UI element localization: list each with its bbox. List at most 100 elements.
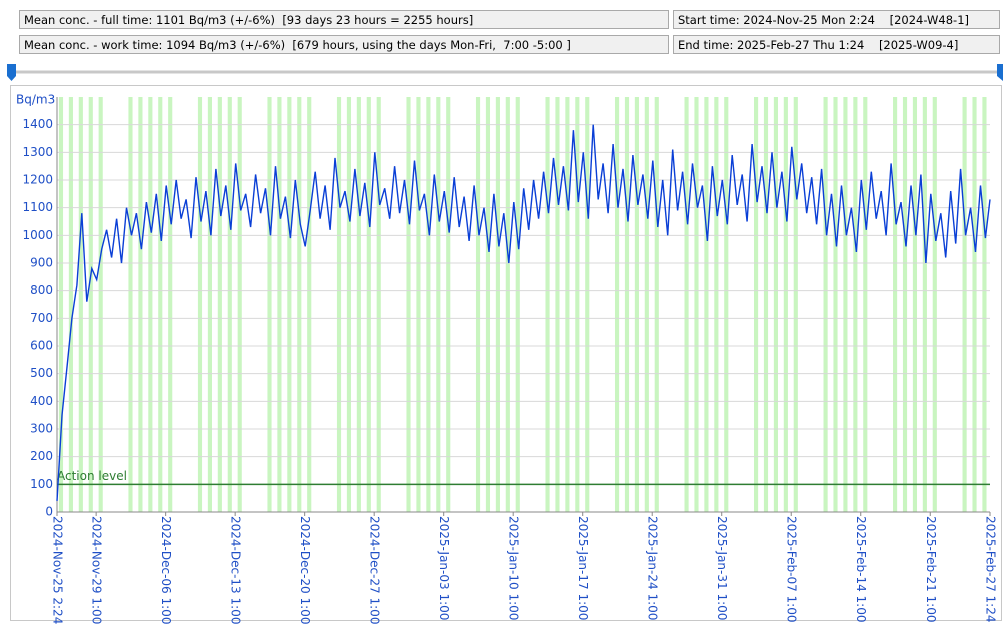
work-band: [704, 97, 709, 512]
x-tick-label: 2025-Jan-24 1:00: [646, 516, 660, 620]
work-band: [853, 97, 858, 512]
work-band: [893, 97, 898, 512]
work-band: [98, 97, 103, 512]
work-band: [138, 97, 143, 512]
work-band: [68, 97, 73, 512]
work-band: [58, 97, 64, 512]
work-band: [227, 97, 232, 512]
work-band: [78, 97, 83, 512]
y-tick-label: 300: [30, 422, 53, 436]
work-band: [446, 97, 451, 512]
y-tick-label: 1300: [22, 145, 53, 159]
work-band: [575, 97, 580, 512]
work-band: [426, 97, 431, 512]
y-tick-label: 900: [30, 256, 53, 270]
work-band: [88, 97, 93, 512]
y-tick-label: 1100: [22, 200, 53, 214]
work-band: [545, 97, 550, 512]
work-band: [773, 97, 778, 512]
work-band: [763, 97, 769, 512]
x-tick-label: 2024-Dec-06 1:00: [159, 516, 173, 624]
y-tick-label: 400: [30, 394, 53, 408]
work-band: [217, 97, 222, 512]
work-band: [932, 97, 937, 512]
x-tick-label: 2025-Feb-14 1:00: [854, 516, 868, 622]
work-band: [207, 97, 212, 512]
x-tick-label: 2025-Feb-07 1:00: [785, 516, 799, 622]
work-band: [644, 97, 649, 512]
work-band: [823, 97, 828, 512]
work-band: [346, 97, 352, 512]
work-band: [237, 97, 242, 512]
mean-work: Mean conc. - work time: 1094 Bq/m3 (+/-6…: [19, 35, 669, 54]
work-band: [624, 97, 630, 512]
x-tick-label: 2025-Jan-17 1:00: [576, 516, 590, 620]
y-tick-label: 200: [30, 449, 53, 463]
work-band: [843, 97, 848, 512]
work-band: [922, 97, 927, 512]
mean-full: Mean conc. - full time: 1101 Bq/m3 (+/-6…: [19, 10, 669, 29]
work-band: [406, 97, 411, 512]
x-tick-label: 2025-Feb-27 1:24: [984, 516, 998, 622]
y-tick-label: 500: [30, 366, 53, 380]
series-line: [56, 124, 991, 501]
x-tick-label: 2024-Dec-13 1:00: [229, 516, 243, 624]
x-tick-label: 2024-Dec-27 1:00: [368, 516, 382, 624]
work-band: [565, 97, 570, 512]
x-tick-label: 2025-Jan-31 1:00: [715, 516, 729, 620]
work-band: [833, 97, 838, 512]
work-band: [962, 97, 967, 512]
x-tick-label: 2025-Feb-21 1:00: [924, 516, 938, 622]
x-tick-label: 2025-Jan-03 1:00: [437, 516, 451, 620]
work-band: [505, 97, 510, 512]
y-tick-label: 100: [30, 477, 53, 491]
start-time: Start time: 2024-Nov-25 Mon 2:24 [2024-W…: [673, 10, 1000, 29]
y-tick-label: 800: [30, 283, 53, 297]
action-level-label: Action level: [57, 469, 127, 483]
x-tick-label: 2025-Jan-10 1:00: [507, 516, 521, 620]
work-band: [902, 97, 908, 512]
work-band: [753, 97, 759, 512]
work-band: [972, 97, 977, 512]
work-band: [863, 97, 868, 512]
y-axis-label: Bq/m3: [16, 93, 55, 107]
work-band: [982, 97, 987, 512]
work-band: [634, 97, 639, 512]
work-band: [614, 97, 620, 512]
work-band: [356, 97, 361, 512]
range-handle-left[interactable]: [7, 64, 16, 81]
work-band: [724, 97, 729, 512]
work-band: [277, 97, 282, 512]
x-tick-label: 2024-Nov-29 1:00: [90, 516, 104, 624]
work-band: [495, 97, 500, 512]
work-band: [267, 97, 272, 512]
range-handle-right[interactable]: [997, 64, 1003, 81]
x-tick-label: 2024-Dec-20 1:00: [298, 516, 312, 624]
work-band: [912, 97, 918, 512]
y-tick-label: 700: [30, 311, 53, 325]
work-band: [307, 97, 312, 512]
chart-frame: [10, 85, 1002, 621]
y-tick-label: 1000: [22, 228, 53, 242]
work-band: [515, 97, 520, 512]
work-band: [366, 97, 371, 512]
y-tick-label: 0: [45, 505, 53, 519]
y-tick-label: 1200: [22, 173, 53, 187]
work-band: [694, 97, 699, 512]
work-band: [197, 97, 203, 512]
work-band: [158, 97, 163, 512]
work-band: [297, 97, 302, 512]
work-band: [128, 97, 133, 512]
x-tick-label: 2024-Nov-25 2:24: [51, 516, 65, 624]
work-band: [376, 97, 381, 512]
work-band: [168, 97, 173, 512]
y-tick-label: 1400: [22, 117, 53, 131]
work-band: [654, 97, 659, 512]
work-band: [555, 97, 560, 512]
end-time: End time: 2025-Feb-27 Thu 1:24 [2025-W09…: [673, 35, 1000, 54]
work-band: [714, 97, 719, 512]
work-band: [783, 97, 788, 512]
work-band: [436, 97, 441, 512]
